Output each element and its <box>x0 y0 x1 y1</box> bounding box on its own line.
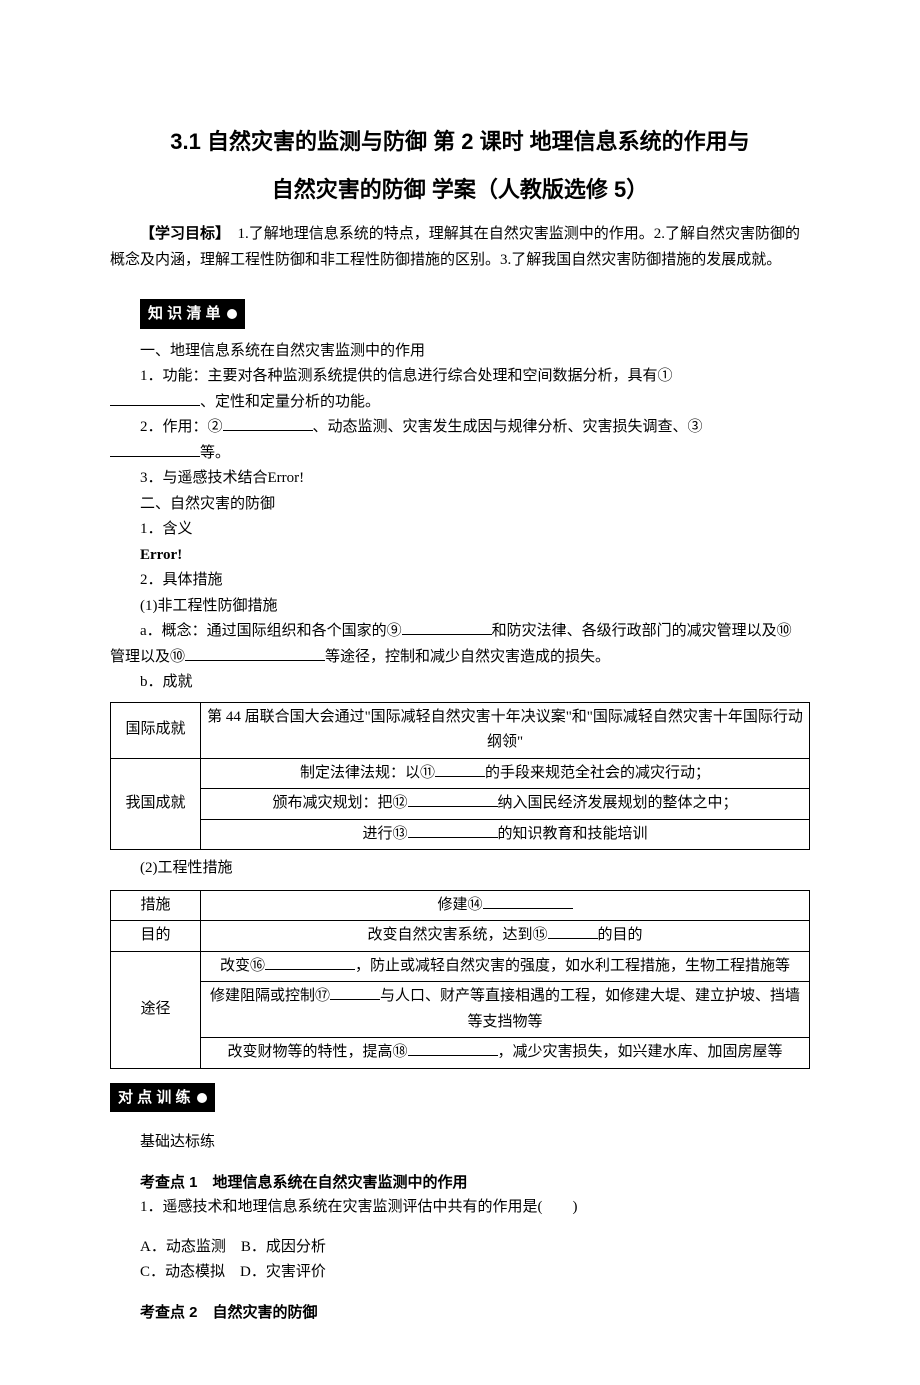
blank-12 <box>408 792 498 807</box>
exam-point-2: 考查点 2 自然灾害的防御 <box>110 1300 810 1326</box>
table-row: 我国成就 制定法律法规：以⑪的手段来规范全社会的减灾行动； <box>111 758 810 789</box>
t2-r1-c-pre: 修建⑭ <box>437 897 482 913</box>
blank-18 <box>408 1041 498 1056</box>
table-row: 改变财物等的特性，提高⑱ ，减少灾害损失，如兴建水库、加固房屋等 <box>111 1038 810 1069</box>
table-row: 颁布减灾规划：把⑫ 纳入国民经济发展规划的整体之中； <box>111 789 810 820</box>
t1-r2-c1-suf: 的手段来规范全社会的减灾行动； <box>485 765 710 781</box>
s2-a-line2: 管理以及⑩等途径，控制和减少自然灾害造成的损失。 <box>110 645 810 671</box>
option-c: C．动态模拟 <box>140 1264 225 1280</box>
t1-r2-c2-pre: 颁布减灾规划：把⑫ <box>272 795 407 811</box>
t2-r2-c: 改变自然灾害系统，达到⑮ 的目的 <box>201 921 810 952</box>
t2-r2-c-suf: 的目的 <box>598 927 643 943</box>
learning-objectives: 【学习目标】 1.了解地理信息系统的特点，理解其在自然灾害监测中的作用。2.了解… <box>110 222 810 273</box>
option-a: A．动态监测 <box>140 1239 226 1255</box>
title-line1: 3.1 自然灾害的监测与防御 第 2 课时 地理信息系统的作用与 <box>110 120 810 164</box>
table-row: 途径 改变⑯，防止或减轻自然灾害的强度，如水利工程措施，生物工程措施等 <box>111 951 810 982</box>
practice-banner: 对 点 训 练 <box>110 1083 215 1113</box>
s2-a: a．概念：通过国际组织和各个国家的⑨ 和防灾法律、各级行政部门的减灾管理以及⑩ <box>110 619 810 645</box>
blank-3 <box>110 442 200 457</box>
blank-2 <box>223 416 313 431</box>
blank-1 <box>110 391 200 406</box>
t2-r3-c2: 修建阻隔或控制⑰ 与人口、财产等直接相遇的工程，如修建大堤、建立护坡、挡墙等支挡物… <box>201 982 810 1038</box>
s1-item1-suf: 、定性和定量分析的功能。 <box>200 394 380 410</box>
blank-13 <box>408 823 498 838</box>
t2-r3-h: 途径 <box>111 951 201 1068</box>
knowledge-banner: 知 识 清 单 <box>140 299 245 329</box>
title-line2: 自然灾害的防御 学案（人教版选修 5） <box>110 168 810 212</box>
q1-options-row2: C．动态模拟 D．灾害评价 <box>110 1260 810 1286</box>
s2-a-mid: 和防灾法律、各级行政部门的减灾管理以及⑩ <box>492 623 792 639</box>
achievements-table: 国际成就 第 44 届联合国大会通过"国际减轻自然灾害十年决议案"和"国际减轻自… <box>110 702 810 851</box>
t2-r2-c-pre: 改变自然灾害系统，达到⑮ <box>367 927 547 943</box>
option-b: B．成因分析 <box>241 1239 326 1255</box>
section2-heading: 二、自然灾害的防御 <box>110 492 810 518</box>
knowledge-banner-row: 知 识 清 单 <box>110 291 810 339</box>
t2-r1-h: 措施 <box>111 890 201 921</box>
table-row: 进行⑬ 的知识教育和技能培训 <box>111 819 810 850</box>
s2-a-pre: a．概念：通过国际组织和各个国家的⑨ <box>140 623 402 639</box>
t1-r1-c: 第 44 届联合国大会通过"国际减轻自然灾害十年决议案"和"国际减轻自然灾害十年… <box>201 702 810 758</box>
t2-r1-c: 修建⑭ <box>201 890 810 921</box>
q1-options-row1: A．动态监测 B．成因分析 <box>110 1235 810 1261</box>
t2-r3-c3-suf: ，减少灾害损失，如兴建水库、加固房屋等 <box>498 1044 783 1060</box>
t1-r2-c3-suf: 的知识教育和技能培训 <box>498 826 648 842</box>
t1-r2-c2: 颁布减灾规划：把⑫ 纳入国民经济发展规划的整体之中； <box>201 789 810 820</box>
s1-item3: 3．与遥感技术结合Error! <box>110 466 810 492</box>
t2-r3-c1-pre: 改变⑯ <box>220 958 265 974</box>
t2-r3-c1-suf: ，防止或减轻自然灾害的强度，如水利工程措施，生物工程措施等 <box>355 958 790 974</box>
t2-r3-c3: 改变财物等的特性，提高⑱ ，减少灾害损失，如兴建水库、加固房屋等 <box>201 1038 810 1069</box>
blank-16 <box>265 955 355 970</box>
blank-11 <box>435 762 485 777</box>
s2-sub1: 1．含义 <box>110 517 810 543</box>
t2-r3-c2-pre: 修建阻隔或控制⑰ <box>210 988 330 1004</box>
s1-item2-mid: 、动态监测、灾害发生成因与规律分析、灾害损失调查、③ <box>313 419 703 435</box>
t1-r2-c3: 进行⑬ 的知识教育和技能培训 <box>201 819 810 850</box>
table-row: 目的 改变自然灾害系统，达到⑮ 的目的 <box>111 921 810 952</box>
blank-9 <box>402 620 492 635</box>
engineering-table: 措施 修建⑭ 目的 改变自然灾害系统，达到⑮ 的目的 途径 改变⑯ ，防止或减轻自然… <box>110 890 810 1069</box>
t2-r2-h: 目的 <box>111 921 201 952</box>
base-practice: 基础达标练 <box>110 1130 810 1156</box>
question-1: 1．遥感技术和地理信息系统在灾害监测评估中共有的作用是( ) <box>110 1195 810 1221</box>
practice-banner-row: 对 点 训 练 <box>110 1075 810 1123</box>
t1-r2-c2-suf: 纳入国民经济发展规划的整体之中； <box>498 795 738 811</box>
t2-r3-c1: 改变⑯ ，防止或减轻自然灾害的强度，如水利工程措施，生物工程措施等 <box>201 951 810 982</box>
s1-item2: 2．作用：② 、动态监测、灾害发生成因与规律分析、灾害损失调查、③ <box>110 415 810 441</box>
s2-sub2-1: (1)非工程性防御措施 <box>110 594 810 620</box>
t1-r2-h: 我国成就 <box>111 758 201 850</box>
s2-a-suf: 等途径，控制和减少自然灾害造成的损失。 <box>325 649 610 665</box>
s1-item1-pre: 1．功能：主要对各种监测系统提供的信息进行综合处理和空间数据分析，具有① <box>140 368 673 384</box>
t1-r2-c1: 制定法律法规：以⑪ 的手段来规范全社会的减灾行动； <box>201 758 810 789</box>
s2-b: b．成就 <box>110 670 810 696</box>
s2-sub2-2: (2)工程性措施 <box>110 856 810 882</box>
s1-item1: 1．功能：主要对各种监测系统提供的信息进行综合处理和空间数据分析，具有① <box>110 364 810 390</box>
s1-item1-line2: 、定性和定量分析的功能。 <box>110 390 810 416</box>
objectives-label: 【学习目标】 <box>140 226 223 242</box>
blank-14 <box>483 894 573 909</box>
s1-item2-pre: 2．作用：② <box>140 419 223 435</box>
t2-r3-c3-pre: 改变财物等的特性，提高⑱ <box>227 1044 407 1060</box>
blank-10 <box>185 646 325 661</box>
blank-17 <box>330 985 380 1000</box>
section1-heading: 一、地理信息系统在自然灾害监测中的作用 <box>110 339 810 365</box>
t1-r2-c1-pre: 制定法律法规：以⑪ <box>300 765 435 781</box>
exam-point-1: 考查点 1 地理信息系统在自然灾害监测中的作用 <box>110 1170 810 1196</box>
s1-item2-line2: 等。 <box>110 441 810 467</box>
s1-item2-suf: 等。 <box>200 445 230 461</box>
t1-r1-h: 国际成就 <box>111 702 201 758</box>
table-row: 修建阻隔或控制⑰ 与人口、财产等直接相遇的工程，如修建大堤、建立护坡、挡墙等支挡物… <box>111 982 810 1038</box>
option-d: D．灾害评价 <box>240 1264 326 1280</box>
t2-r3-c2-suf: 与人口、财产等直接相遇的工程，如修建大堤、建立护坡、挡墙等支挡物等 <box>380 988 800 1030</box>
s2-error: Error! <box>110 543 810 569</box>
t1-r2-c3-pre: 进行⑬ <box>362 826 407 842</box>
s2-sub2: 2．具体措施 <box>110 568 810 594</box>
table-row: 国际成就 第 44 届联合国大会通过"国际减轻自然灾害十年决议案"和"国际减轻自… <box>111 702 810 758</box>
blank-15 <box>548 924 598 939</box>
table-row: 措施 修建⑭ <box>111 890 810 921</box>
